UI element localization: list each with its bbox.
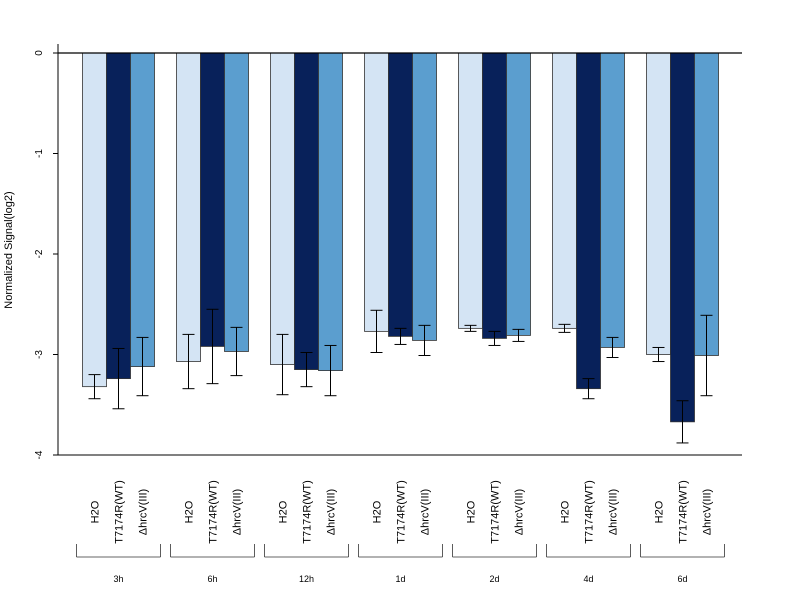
x-tick-label-1d-2: ΔhrcV(III) — [420, 489, 432, 535]
error-bar-2d-0 — [464, 324, 477, 332]
group-label-6h: 6h — [207, 574, 217, 584]
group-bracket-4d — [546, 544, 631, 558]
x-tick-label-6h-0: H2O — [184, 500, 196, 523]
group-brackets: 3h 6h 12h 1d 2d 4d 6d — [76, 544, 725, 584]
x-tick-label-4d-1: T7174R(WT) — [584, 480, 596, 544]
bar-3h-2 — [130, 52, 155, 367]
group-label-6d: 6d — [677, 574, 687, 584]
error-bar-3h-0 — [88, 374, 101, 400]
bars-layer — [82, 52, 719, 423]
bar-6h-0 — [176, 52, 201, 362]
error-bar-4d-1 — [582, 378, 595, 400]
group-label-4d: 4d — [583, 574, 593, 584]
group-bracket-1d — [358, 544, 443, 558]
x-tick-label-12h-2: ΔhrcV(III) — [326, 489, 338, 535]
error-bar-12h-0 — [276, 333, 289, 396]
error-bar-4d-2 — [606, 336, 619, 359]
x-tick-label-1d-1: T7174R(WT) — [396, 480, 408, 544]
error-bar-12h-1 — [300, 351, 313, 388]
bar-12h-1 — [294, 52, 319, 370]
error-bar-6d-1 — [676, 400, 689, 444]
x-tick-label-2d-1: T7174R(WT) — [490, 480, 502, 544]
bar-6h-2 — [224, 52, 249, 352]
error-bars-layer — [88, 308, 713, 444]
bar-1d-2 — [412, 52, 437, 341]
error-bar-6d-0 — [652, 346, 665, 363]
group-bracket-3h — [76, 544, 161, 558]
bar-4d-1 — [576, 52, 601, 390]
x-tick-label-6d-2: ΔhrcV(III) — [702, 489, 714, 535]
group-label-2d: 2d — [489, 574, 499, 584]
error-bar-2d-2 — [512, 328, 525, 342]
error-bar-3h-1 — [112, 347, 125, 410]
bar-1d-1 — [388, 52, 413, 337]
bar-3h-1 — [106, 52, 131, 380]
x-tick-label-12h-1: T7174R(WT) — [302, 480, 314, 544]
group-label-1d: 1d — [395, 574, 405, 584]
bar-6h-1 — [200, 52, 225, 347]
error-bar-6d-2 — [700, 314, 713, 397]
bar-2d-2 — [506, 52, 531, 336]
y-axis: 0 -1 -2 -3 -4 — [34, 44, 59, 459]
y-axis-label: Normalized Signal(log2) — [3, 191, 15, 308]
group-bracket-6h — [170, 544, 255, 558]
y-tick-label--1: -1 — [34, 149, 45, 158]
x-tick-labels: H2O T7174R(WT) ΔhrcV(III) H2O T7174R(WT) Δhrc… — [90, 480, 714, 544]
group-label-3h: 3h — [113, 574, 123, 584]
group-bracket-12h — [264, 544, 349, 558]
y-tick-label--4: -4 — [34, 450, 45, 459]
error-bar-3h-2 — [136, 336, 149, 397]
bar-12h-0 — [270, 52, 295, 365]
y-tick-label--3: -3 — [34, 350, 45, 359]
error-bar-6h-0 — [182, 333, 195, 390]
x-tick-label-4d-0: H2O — [560, 500, 572, 523]
y-tick-label-0: 0 — [34, 50, 45, 56]
bar-3h-0 — [82, 52, 107, 388]
bar-6d-2 — [694, 52, 719, 356]
x-tick-label-2d-0: H2O — [466, 500, 478, 523]
group-label-12h: 12h — [299, 574, 314, 584]
bar-6d-0 — [646, 52, 671, 355]
error-bar-12h-2 — [324, 344, 337, 397]
y-tick-label--2: -2 — [34, 249, 45, 258]
bar-12h-2 — [318, 52, 343, 371]
x-tick-label-3h-1: T7174R(WT) — [114, 480, 126, 544]
x-tick-label-6d-1: T7174R(WT) — [678, 480, 690, 544]
bar-2d-1 — [482, 52, 507, 339]
error-bar-4d-0 — [558, 323, 571, 333]
bar-4d-0 — [552, 52, 577, 329]
x-tick-label-1d-0: H2O — [372, 500, 384, 523]
x-tick-label-4d-2: ΔhrcV(III) — [608, 489, 620, 535]
bar-4d-2 — [600, 52, 625, 348]
error-bar-1d-2 — [418, 324, 431, 357]
error-bar-6h-1 — [206, 308, 219, 385]
bar-6d-1 — [670, 52, 695, 423]
bar-1d-0 — [364, 52, 389, 332]
error-bar-1d-1 — [394, 327, 407, 345]
bar-2d-0 — [458, 52, 483, 329]
x-tick-label-3h-0: H2O — [90, 500, 102, 523]
group-bracket-2d — [452, 544, 537, 558]
x-tick-label-6d-0: H2O — [654, 500, 666, 523]
x-tick-label-2d-2: ΔhrcV(III) — [514, 489, 526, 535]
x-tick-label-12h-0: H2O — [278, 500, 290, 523]
x-tick-label-3h-2: ΔhrcV(III) — [138, 489, 150, 535]
x-tick-label-6h-1: T7174R(WT) — [208, 480, 220, 544]
error-bar-1d-0 — [370, 309, 383, 353]
x-tick-label-6h-2: ΔhrcV(III) — [232, 489, 244, 535]
error-bar-6h-2 — [230, 326, 243, 377]
error-bar-2d-1 — [488, 330, 501, 346]
group-bracket-6d — [640, 544, 725, 558]
